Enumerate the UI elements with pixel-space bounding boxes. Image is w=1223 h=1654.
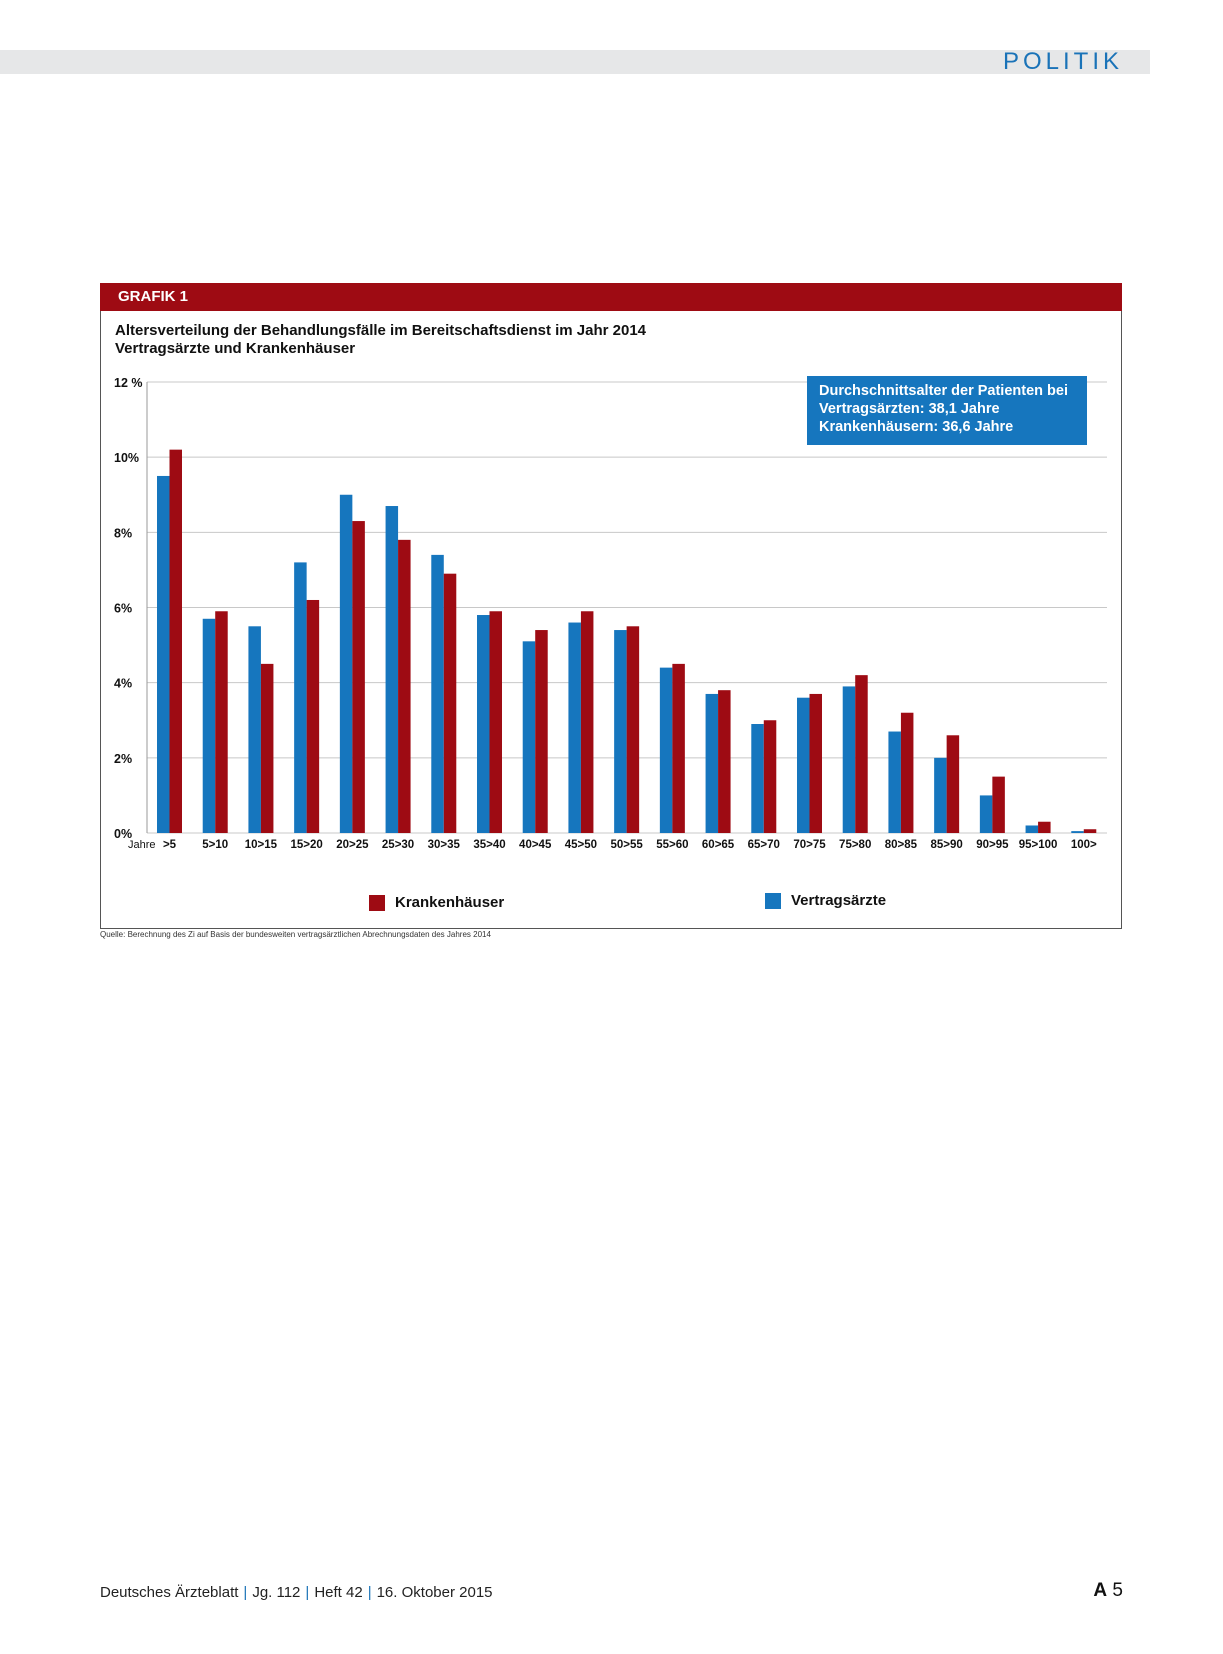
x-tick-label: 65>70	[748, 839, 780, 851]
x-tick-label: 60>65	[702, 839, 735, 851]
bar-krankenhaeuser	[306, 599, 320, 833]
bar-krankenhaeuser	[992, 776, 1005, 833]
bar-krankenhaeuser	[443, 573, 457, 833]
bar-vertragsaerzte	[431, 554, 444, 833]
x-tick-label: 55>60	[656, 839, 688, 851]
legend-swatch-vertragsaerzte	[765, 892, 781, 909]
y-tick-label: 4%	[114, 677, 132, 691]
average-age-info-box: Durchschnittsalter der Patienten bei Ver…	[807, 376, 1087, 445]
y-tick-label: 10%	[114, 451, 139, 465]
x-tick-label: 90>95	[976, 839, 1009, 851]
bar-vertragsaerzte	[202, 618, 216, 833]
bar-krankenhaeuser	[672, 663, 685, 833]
bar-krankenhaeuser	[855, 675, 868, 833]
x-tick-label: 45>50	[565, 839, 597, 851]
x-tick-label: 70>75	[793, 839, 826, 851]
y-tick-label: 2%	[114, 752, 132, 766]
bar-vertragsaerzte	[385, 506, 399, 833]
bar-krankenhaeuser	[1038, 821, 1051, 833]
bar-krankenhaeuser	[1083, 829, 1097, 833]
chart-title: Altersverteilung der Behandlungsfälle im…	[115, 322, 646, 358]
x-tick-label: >5	[163, 839, 177, 851]
legend-swatch-krankenhaeuser	[369, 894, 385, 911]
bar-krankenhaeuser	[580, 611, 594, 833]
legend-label-krankenhaeuser: Krankenhäuser	[395, 894, 505, 911]
bar-krankenhaeuser	[763, 720, 777, 833]
bar-vertragsaerzte	[157, 475, 170, 833]
bar-vertragsaerzte	[294, 562, 307, 833]
y-tick-label: 12 %	[114, 376, 143, 390]
source-note: Quelle: Berechnung des Zi auf Basis der …	[100, 930, 491, 939]
chart-title-line2: Vertragsärzte und Krankenhäuser	[115, 340, 356, 357]
info-line1: Durchschnittsalter der Patienten bei	[819, 383, 1068, 399]
x-tick-label: 30>35	[428, 839, 461, 851]
legend-vertragsaerzte: Vertragsärzte	[765, 892, 886, 909]
section-label: POLITIK	[1002, 48, 1123, 75]
footer-separator: |	[243, 1584, 248, 1601]
bar-vertragsaerzte	[339, 494, 353, 833]
chart-title-line1: Altersverteilung der Behandlungsfälle im…	[115, 322, 647, 339]
footer-separator: |	[305, 1584, 310, 1601]
bar-vertragsaerzte	[614, 630, 627, 833]
footer: Deutsches Ärzteblatt | Jg. 112 | Heft 42 | 16.…	[100, 1584, 493, 1601]
bar-vertragsaerzte	[705, 693, 719, 833]
header-bar	[0, 50, 1150, 74]
y-tick-label: 6%	[114, 602, 132, 616]
bar-krankenhaeuser	[398, 539, 411, 833]
x-tick-label: 5>10	[202, 839, 228, 851]
bar-vertragsaerzte	[842, 686, 856, 833]
bar-krankenhaeuser	[809, 693, 822, 833]
bar-vertragsaerzte	[797, 697, 810, 833]
footer-date: 16. Oktober 2015	[376, 1584, 493, 1601]
bar-krankenhaeuser	[169, 449, 182, 833]
page-number: A 5	[1093, 1580, 1123, 1601]
footer-issue: Heft 42	[314, 1584, 363, 1601]
bar-vertragsaerzte	[477, 615, 490, 833]
bar-vertragsaerzte	[979, 795, 993, 833]
bar-vertragsaerzte	[248, 626, 261, 833]
x-axis-label: Jahre	[128, 839, 156, 851]
x-tick-label: 85>90	[930, 839, 962, 851]
bar-vertragsaerzte	[1071, 831, 1084, 833]
x-tick-label: 100>	[1071, 839, 1097, 851]
legend-krankenhaeuser: Krankenhäuser	[369, 894, 504, 911]
x-tick-label: 25>30	[382, 839, 414, 851]
x-tick-label: 80>85	[885, 839, 918, 851]
bar-krankenhaeuser	[718, 690, 731, 833]
bar-krankenhaeuser	[260, 663, 274, 833]
x-tick-label: 15>20	[290, 839, 322, 851]
info-line2: Vertragsärzten: 38,1 Jahre	[819, 401, 1000, 417]
legend-label-vertragsaerzte: Vertragsärzte	[791, 892, 887, 909]
bar-vertragsaerzte	[659, 667, 673, 833]
bar-krankenhaeuser	[535, 630, 548, 833]
x-tick-label: 75>80	[839, 839, 871, 851]
footer-journal: Deutsches Ärzteblatt	[100, 1584, 239, 1601]
bar-krankenhaeuser	[626, 626, 640, 833]
bar-vertragsaerzte	[888, 731, 901, 833]
x-tick-label: 10>15	[245, 839, 278, 851]
x-tick-label: 40>45	[519, 839, 552, 851]
x-tick-label: 20>25	[336, 839, 369, 851]
y-tick-label: 8%	[114, 526, 132, 540]
x-tick-label: 35>40	[473, 839, 505, 851]
bar-krankenhaeuser	[946, 735, 960, 833]
footer-separator: |	[367, 1584, 372, 1601]
info-line3: Krankenhäusern: 36,6 Jahre	[819, 419, 1014, 435]
footer-volume: Jg. 112	[252, 1584, 301, 1601]
bar-vertragsaerzte	[522, 641, 536, 833]
bar-vertragsaerzte	[751, 724, 764, 833]
bar-vertragsaerzte	[934, 757, 947, 833]
y-tick-label: 0%	[114, 827, 132, 841]
bar-krankenhaeuser	[489, 611, 502, 833]
bar-krankenhaeuser	[352, 521, 365, 833]
x-tick-label: 50>55	[610, 839, 643, 851]
bar-krankenhaeuser	[900, 712, 914, 833]
bar-vertragsaerzte	[568, 622, 581, 833]
bar-krankenhaeuser	[215, 611, 228, 833]
figure-label: GRAFIK 1	[100, 283, 1122, 311]
x-tick-label: 95>100	[1019, 839, 1058, 851]
bar-vertragsaerzte	[1025, 825, 1039, 833]
